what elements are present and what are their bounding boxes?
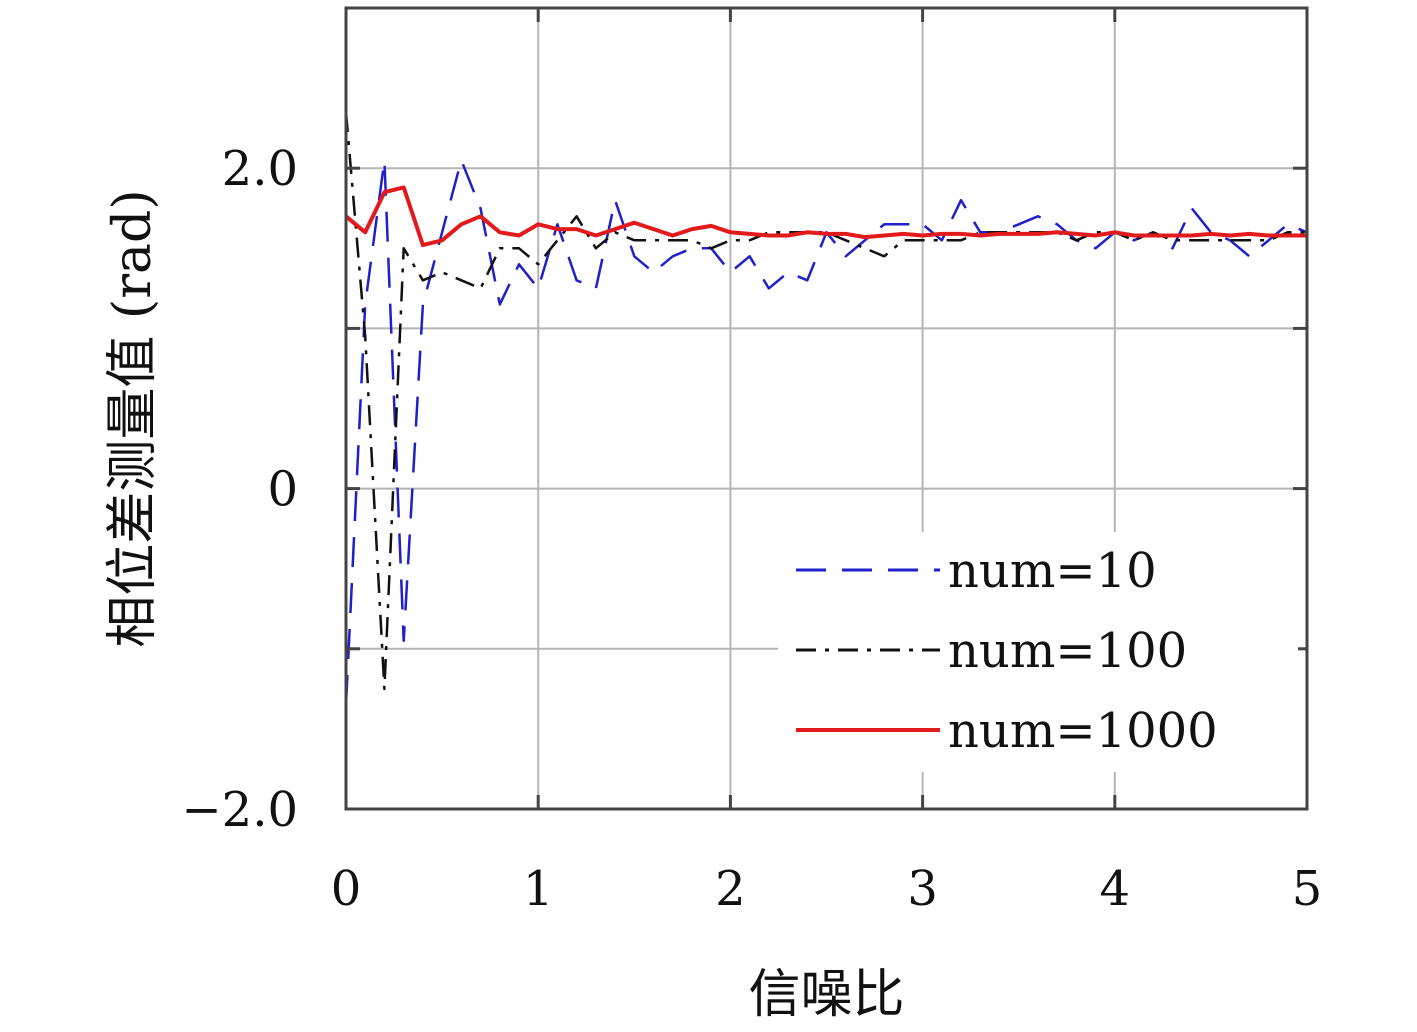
x-tick-label: 0 bbox=[331, 861, 362, 917]
legend-label: num=1000 bbox=[948, 703, 1218, 759]
x-tick-label: 3 bbox=[907, 861, 938, 917]
y-tick-label: 2.0 bbox=[222, 141, 298, 197]
plot-frame bbox=[344, 6, 1309, 811]
y-tick-label: 0 bbox=[267, 462, 298, 518]
x-tick-label: 1 bbox=[523, 861, 554, 917]
series-line-3 bbox=[344, 185, 1307, 248]
y-tick-label: −2.0 bbox=[181, 782, 298, 838]
ticks bbox=[344, 6, 1309, 811]
tick-labels: 0 1 2 3 4 5 −2.0 0 2.0 bbox=[181, 141, 1322, 917]
x-tick-label: 2 bbox=[715, 861, 746, 917]
x-axis-title: 信噪比 bbox=[748, 965, 904, 1025]
x-tick-label: 5 bbox=[1292, 861, 1323, 917]
x-tick-label: 4 bbox=[1100, 861, 1131, 917]
legend: num=10 num=100 num=1000 bbox=[778, 532, 1298, 772]
y-axis-title: 相位差测量值 (rad) bbox=[103, 189, 163, 647]
legend-label: num=100 bbox=[948, 623, 1187, 679]
legend-label: num=10 bbox=[948, 543, 1157, 599]
series-layer bbox=[344, 111, 1308, 705]
